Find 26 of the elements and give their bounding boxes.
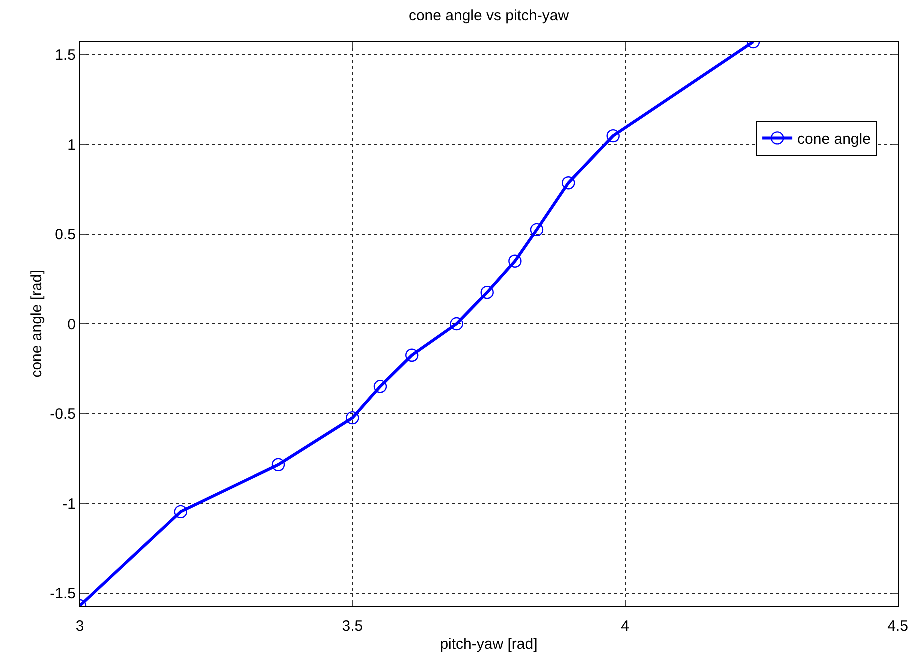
point xyxy=(480,286,494,300)
point xyxy=(562,176,576,190)
y-tick-label: -0.5 xyxy=(50,406,76,423)
chart-title: cone angle vs pitch-yaw xyxy=(408,7,570,24)
point xyxy=(346,411,360,425)
y-tick-label: 0.5 xyxy=(55,226,76,244)
y-axis-title: cone angle [rad] xyxy=(28,270,46,378)
legend-label: cone angle xyxy=(798,131,871,148)
y-tick-label: -1.5 xyxy=(50,586,76,603)
x-tick-label: 3.5 xyxy=(342,618,364,635)
point xyxy=(508,254,522,268)
y-tick-label: 1.5 xyxy=(55,46,76,64)
y-tick-label: 1 xyxy=(68,136,76,154)
x-tick-label: 4 xyxy=(621,618,630,635)
point xyxy=(606,129,620,143)
x-tick-label: 3 xyxy=(76,618,84,635)
point xyxy=(530,223,544,237)
point xyxy=(272,458,286,472)
point xyxy=(406,348,419,362)
x-axis-title: pitch-yaw [rad] xyxy=(440,636,538,653)
y-tick-label: -1 xyxy=(62,496,76,513)
x-tick-label: 4.5 xyxy=(888,618,908,635)
point xyxy=(450,317,464,331)
point xyxy=(374,380,388,394)
point xyxy=(174,505,188,519)
y-tick-label: 0 xyxy=(68,316,76,334)
